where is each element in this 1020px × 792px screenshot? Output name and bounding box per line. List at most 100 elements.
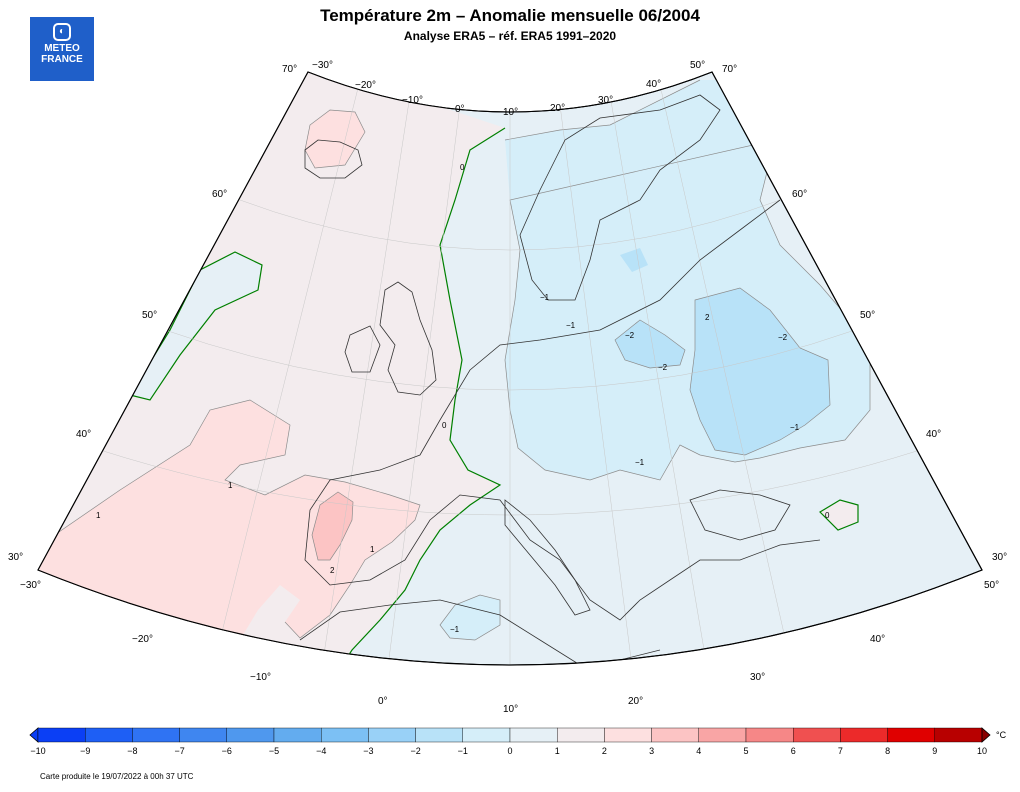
colorbar-tick-label: −10 [30, 746, 45, 756]
contour-label: −2 [625, 331, 635, 340]
coast-italy [504, 499, 591, 616]
colorbar-tick-label: 5 [743, 746, 748, 756]
lat-label-right: 70° [722, 64, 737, 75]
colorbar-arrow-min [29, 727, 39, 743]
contour-label: −1 [566, 321, 576, 330]
coast-mainland [304, 199, 821, 621]
colorbar-swatch [273, 727, 322, 743]
colorbar-swatch [415, 727, 464, 743]
colorbar-tick-label: −2 [410, 746, 420, 756]
colorbar-swatch [745, 727, 794, 743]
colorbar-swatch [462, 727, 511, 743]
colorbar-swatch [793, 727, 841, 743]
colorbar-tick-label: 3 [649, 746, 654, 756]
graticule [99, 79, 921, 665]
coast-uk [379, 281, 437, 396]
contour-label: 1 [96, 511, 101, 520]
contour-label: −2 [658, 363, 668, 372]
colorbar-tick-label: −1 [458, 746, 468, 756]
anomaly-region-atlantic-neg [130, 252, 262, 400]
colorbar-arrow-max [981, 727, 991, 743]
lon-label-bottom: 0° [378, 696, 388, 707]
meteo-france-logo: ◐ METEO FRANCE [30, 17, 94, 81]
colorbar-tick-label: −7 [174, 746, 184, 756]
anomaly-region-baltic-neg2 [620, 248, 648, 272]
colorbar-tick-label: 9 [932, 746, 937, 756]
contour-label: −1 [790, 423, 800, 432]
lat-label-left: 50° [142, 310, 157, 321]
colorbar-tick-label: 7 [838, 746, 843, 756]
coast-iceland [304, 139, 363, 179]
colorbar-tick-label: −5 [269, 746, 279, 756]
colorbar-tick-label: 8 [885, 746, 890, 756]
colorbar-tick-label: 0 [507, 746, 512, 756]
lat-label-left: 40° [76, 429, 91, 440]
lon-label-top: 30° [598, 95, 613, 106]
colorbar-tick-label: −8 [127, 746, 137, 756]
lon-label-top: −20° [355, 80, 376, 91]
colorbar-swatch [132, 727, 180, 743]
anomaly-region-caucasus-warm [820, 500, 858, 530]
lon-label-bottom: −30° [20, 580, 41, 591]
zero-contour-caucasus [819, 499, 859, 531]
lon-label-bottom: 50° [984, 580, 999, 591]
production-footnote: Carte produite le 19/07/2022 à 00h 37 UT… [40, 772, 194, 781]
lon-label-top: 20° [550, 103, 565, 114]
colorbar-swatch [179, 727, 228, 743]
colorbar-swatch [604, 727, 652, 743]
anomaly-region-1-to-2 [40, 400, 420, 660]
contour-label: 1 [228, 481, 233, 490]
coast-scandinavia [519, 94, 721, 301]
map-frame [37, 71, 983, 666]
lon-label-bottom: 10° [503, 704, 518, 715]
colorbar-swatch [887, 727, 935, 743]
lat-label-left: 30° [8, 552, 23, 563]
colorbar-tick-label: 10 [977, 746, 987, 756]
contour-label: −1 [450, 625, 460, 634]
colorbar-swatch [37, 727, 86, 743]
contour-label: 2 [330, 566, 335, 575]
colorbar-swatch [226, 727, 275, 743]
colorbar-swatch [651, 727, 699, 743]
meteo-france-logo-icon: ◐ [53, 23, 71, 41]
colorbar-swatch [368, 727, 416, 743]
lon-label-top: −10° [402, 95, 423, 106]
contour-label: −1 [540, 293, 550, 302]
colorbar-swatch [557, 727, 605, 743]
lon-label-bottom: 40° [870, 634, 885, 645]
lat-label-right: 60° [792, 189, 807, 200]
contour-label: −2 [778, 333, 788, 342]
coast-ireland [344, 325, 381, 373]
colorbar-unit: °C [996, 730, 1007, 740]
lat-label-left: 60° [212, 189, 227, 200]
colorbar-swatch [321, 727, 369, 743]
lon-label-top: 40° [646, 79, 661, 90]
lat-label-right: 30° [992, 552, 1007, 563]
colorbar-tick-label: −3 [363, 746, 373, 756]
colorbar-tick-label: 6 [791, 746, 796, 756]
map-title: Température 2m – Anomalie mensuelle 06/2… [320, 6, 700, 25]
logo-line-2: FRANCE [41, 54, 83, 65]
colorbar-tick-label: 4 [696, 746, 701, 756]
contour-label: 0 [460, 163, 465, 172]
lon-label-bottom: 20° [628, 696, 643, 707]
contour-label: 0 [825, 511, 830, 520]
lon-label-top: 0° [455, 104, 465, 115]
colorbar-swatch [698, 727, 747, 743]
map-subtitle: Analyse ERA5 – réf. ERA5 1991–2020 [403, 29, 617, 43]
coast-black-sea [689, 489, 791, 541]
colorbar-tick-label: −9 [80, 746, 90, 756]
lon-label-top: 50° [690, 60, 705, 71]
colorbar-tick-label: −4 [316, 746, 326, 756]
colorbar-swatch [934, 727, 983, 743]
colorbar-swatch [84, 727, 133, 743]
contour-label: 1 [370, 545, 375, 554]
lat-label-right: 50° [860, 310, 875, 321]
anomaly-region-med-neg [440, 595, 500, 640]
lat-label-right: 40° [926, 429, 941, 440]
colorbar-swatch [840, 727, 888, 743]
colorbar-tick-label: 1 [555, 746, 560, 756]
lat-label-left: 70° [282, 64, 297, 75]
logo-line-1: METEO [44, 43, 80, 54]
